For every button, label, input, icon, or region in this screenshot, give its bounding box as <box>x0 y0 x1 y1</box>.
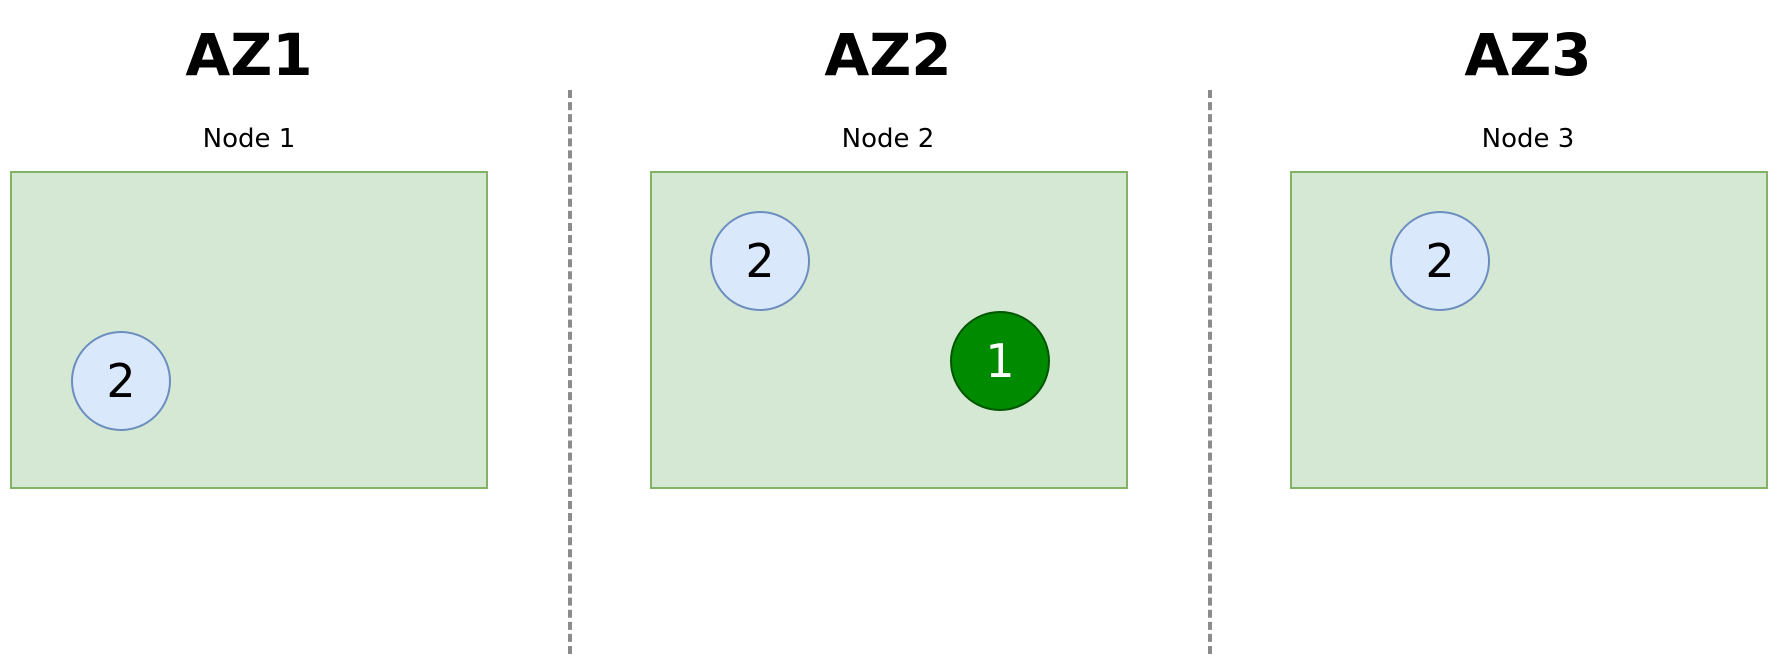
node3-pod: 2 <box>1390 211 1490 311</box>
node2-pod-dark: 1 <box>950 311 1050 411</box>
node1-label: Node 1 <box>202 124 296 154</box>
node1-box: 2 <box>10 171 488 489</box>
az-divider-2 <box>1208 90 1212 654</box>
node2-label: Node 2 <box>841 124 935 154</box>
node3-label: Node 3 <box>1481 124 1575 154</box>
node2-box: 2 1 <box>650 171 1128 489</box>
az3-title: AZ3 <box>1464 21 1592 89</box>
az-divider-1 <box>568 90 572 654</box>
node3-box: 2 <box>1290 171 1768 489</box>
az2-title: AZ2 <box>824 21 952 89</box>
node1-pod: 2 <box>71 331 171 431</box>
az1-title: AZ1 <box>185 21 313 89</box>
node2-pod-light: 2 <box>710 211 810 311</box>
